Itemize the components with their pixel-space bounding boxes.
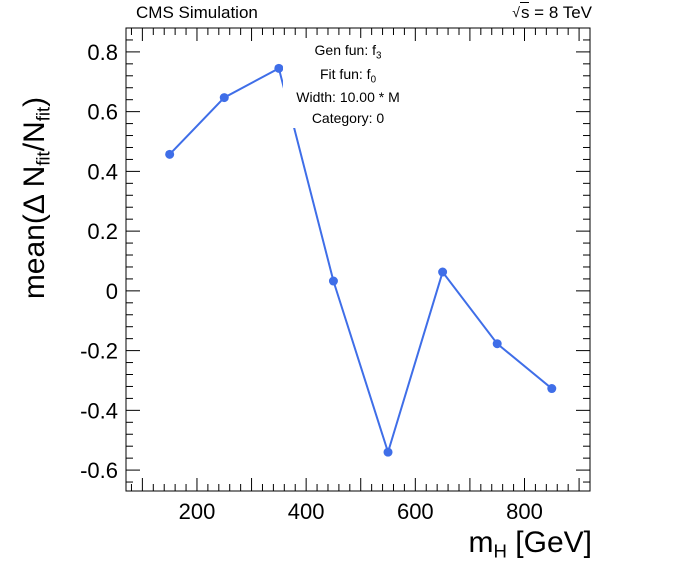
category-annotation: Category: 0 bbox=[311, 110, 385, 126]
fit-fun-text: Fit fun: f bbox=[319, 66, 371, 82]
x-axis-label: mH [GeV] bbox=[469, 526, 592, 560]
x-tick-label: 800 bbox=[506, 499, 543, 524]
data-point bbox=[219, 93, 229, 103]
gen-fun-text: Gen fun: f bbox=[314, 42, 377, 58]
y-tick-label: 0 bbox=[106, 279, 118, 304]
energy-value: = 8 TeV bbox=[534, 3, 592, 22]
y-tick-label: 0.6 bbox=[87, 100, 118, 125]
fit-fun-index: 0 bbox=[370, 74, 377, 86]
y-label-end: ) bbox=[18, 96, 51, 107]
annotation-pad bbox=[283, 38, 411, 128]
data-point bbox=[274, 63, 284, 73]
y-label-mid: /N bbox=[18, 121, 51, 152]
y-label-sub1: fit bbox=[32, 151, 54, 166]
x-tick-label: 200 bbox=[179, 499, 216, 524]
data-point bbox=[383, 447, 393, 457]
x-label-unit: [GeV] bbox=[506, 526, 592, 559]
data-point bbox=[438, 267, 448, 277]
data-point bbox=[165, 149, 175, 159]
x-tick-label: 400 bbox=[288, 499, 325, 524]
x-label-main: m bbox=[468, 526, 494, 559]
data-point bbox=[328, 276, 338, 286]
gen-fun-annotation: Gen fun: f3 bbox=[248, 42, 448, 62]
fit-fun-annotation: Fit fun: f0 bbox=[248, 66, 448, 86]
y-tick-label: -0.2 bbox=[80, 339, 118, 364]
y-label-main: mean(Δ N bbox=[18, 165, 51, 300]
y-axis-label: mean(Δ Nfit/Nfit) bbox=[0, 97, 70, 299]
series-line bbox=[168, 66, 553, 456]
gen-fun-index: 3 bbox=[376, 50, 382, 62]
y-tick-label: 0.4 bbox=[87, 159, 118, 184]
plot-frame bbox=[125, 27, 591, 492]
y-label-sub2: fit bbox=[32, 106, 54, 122]
sqrt-s-symbol: s bbox=[519, 2, 530, 22]
x-tick-label: 600 bbox=[397, 499, 434, 524]
y-tick-label: 0.2 bbox=[87, 219, 118, 244]
data-point bbox=[547, 384, 557, 394]
y-tick-label: 0.8 bbox=[87, 40, 118, 65]
data-point bbox=[492, 339, 502, 349]
width-annotation: Width: 10.00 * M bbox=[296, 89, 400, 105]
y-tick-label: -0.4 bbox=[80, 398, 118, 423]
x-label-sub: H bbox=[493, 540, 507, 562]
y-tick-label: -0.6 bbox=[80, 458, 118, 483]
energy-label: √s = 8 TeV bbox=[512, 2, 592, 22]
cms-simulation-label: CMS Simulation bbox=[136, 3, 258, 22]
